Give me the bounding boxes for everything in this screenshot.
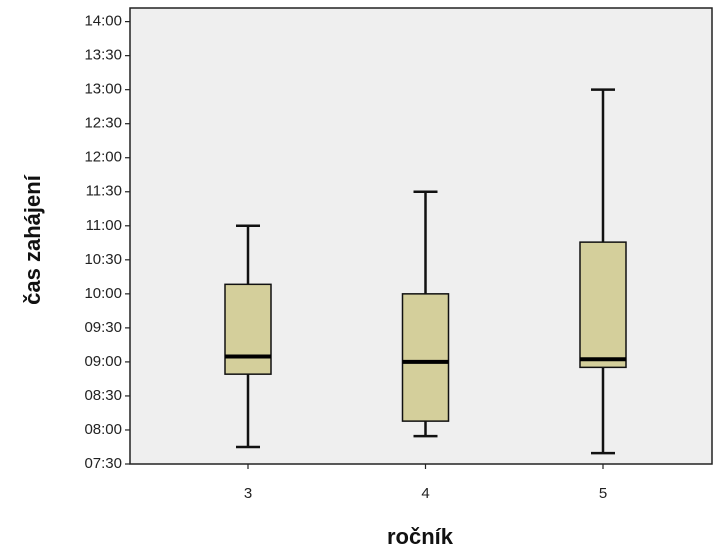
y-tick-label: 10:00 [84,285,122,302]
y-tick-label: 12:30 [84,115,122,132]
y-tick-label: 09:00 [84,353,122,370]
x-tick-label: 3 [244,485,252,502]
box [401,293,450,422]
y-tick-label: 11:30 [86,183,122,200]
y-tick-label: 08:00 [84,421,122,438]
box [224,283,272,375]
y-tick-label: 09:30 [84,319,122,336]
x-axis-title: ročník [387,524,454,549]
box [579,241,627,369]
y-tick-label: 08:30 [84,387,122,404]
y-tick-label: 10:30 [84,251,122,268]
y-tick-label: 13:00 [84,81,122,98]
y-tick-label: 11:00 [86,217,122,234]
y-tick-label: 13:30 [84,47,122,64]
x-tick-label: 5 [599,485,607,502]
y-axis-title: čas zahájení [20,174,45,305]
x-tick-label: 4 [421,485,429,502]
y-tick-label: 12:00 [84,149,122,166]
y-tick-label: 14:00 [84,13,122,30]
y-tick-label: 07:30 [84,455,122,472]
